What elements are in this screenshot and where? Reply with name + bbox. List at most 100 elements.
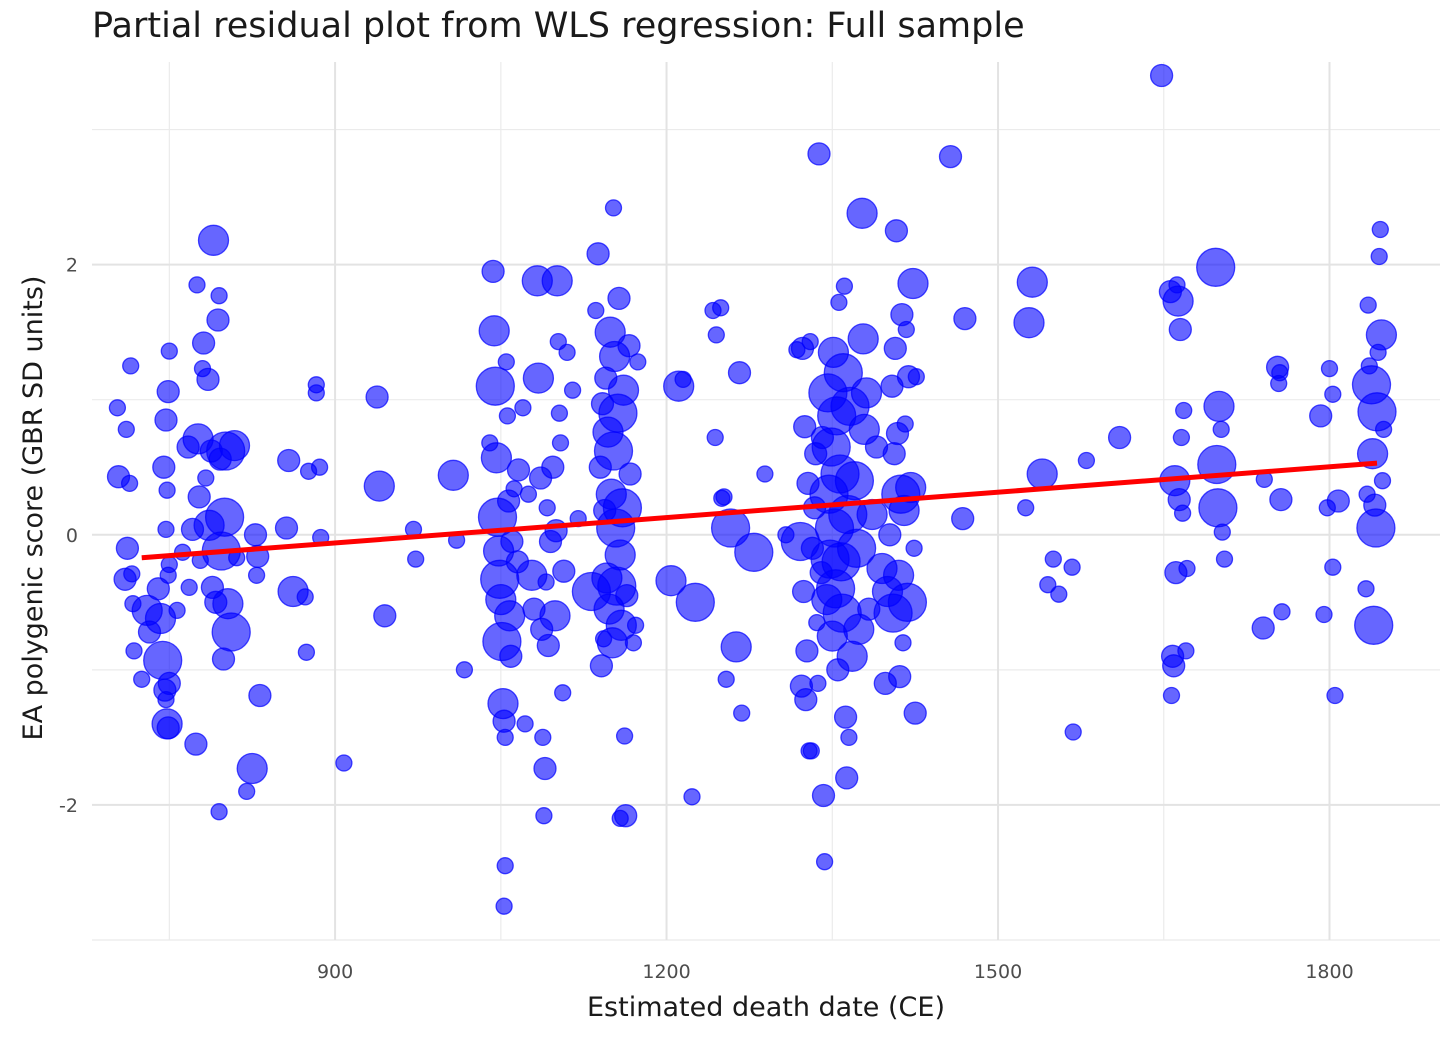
data-point	[1374, 420, 1393, 439]
data-point	[733, 704, 751, 722]
data-point	[143, 640, 183, 681]
data-point	[830, 293, 848, 312]
data-point	[801, 332, 819, 351]
data-point	[152, 455, 176, 479]
data-point	[505, 480, 523, 498]
data-point	[554, 684, 572, 702]
data-point	[535, 807, 553, 825]
data-point	[674, 370, 692, 389]
data-point	[884, 219, 909, 243]
data-point	[675, 582, 715, 622]
data-point	[618, 462, 642, 486]
y-tick-label: 2	[66, 255, 78, 277]
data-point	[197, 224, 230, 256]
data-point	[888, 664, 912, 689]
data-point	[953, 306, 977, 331]
data-point	[157, 520, 175, 539]
data-point	[563, 381, 582, 399]
data-point	[624, 634, 643, 652]
data-point	[297, 643, 316, 661]
data-point	[1213, 523, 1231, 541]
data-point	[835, 277, 854, 295]
data-point	[1162, 686, 1181, 705]
data-point	[538, 499, 556, 517]
data-point	[1370, 247, 1388, 266]
data-point	[1320, 359, 1339, 378]
data-point	[157, 671, 181, 696]
data-point	[478, 315, 510, 347]
data-point	[807, 142, 831, 166]
data-point	[1309, 404, 1333, 428]
data-point	[274, 516, 299, 540]
y-axis-ticks: -2 0 2	[59, 255, 78, 817]
data-point	[1178, 559, 1196, 578]
data-point	[197, 469, 215, 487]
data-point	[211, 612, 251, 652]
data-point	[887, 582, 928, 622]
data-point	[496, 857, 514, 875]
data-point	[296, 588, 314, 606]
data-point	[878, 523, 902, 547]
data-point	[533, 756, 557, 781]
data-point	[1356, 438, 1389, 470]
data-point	[180, 578, 198, 597]
data-point	[120, 474, 139, 493]
data-point	[516, 715, 534, 733]
data-point	[617, 334, 641, 358]
data-point	[500, 529, 524, 554]
data-point	[310, 458, 329, 476]
data-point	[1016, 266, 1048, 298]
data-point	[897, 267, 929, 300]
data-point	[1324, 558, 1342, 576]
data-point	[437, 459, 469, 491]
data-point	[615, 583, 639, 608]
data-point	[802, 742, 820, 760]
data-point	[158, 481, 176, 499]
data-point	[712, 299, 730, 317]
data-point	[734, 532, 774, 572]
data-point	[883, 336, 907, 361]
data-point	[626, 616, 645, 634]
data-point	[363, 470, 395, 502]
data-point	[756, 465, 774, 483]
data-point	[248, 683, 272, 708]
data-point	[519, 485, 538, 503]
data-point	[1212, 420, 1230, 439]
data-point	[481, 259, 505, 284]
data-point	[541, 455, 565, 479]
data-point	[154, 408, 178, 432]
data-point	[1172, 428, 1191, 447]
data-point	[1077, 451, 1096, 470]
data-point	[1162, 654, 1186, 678]
data-point	[1149, 63, 1174, 88]
x-tick-label: 1800	[1305, 961, 1353, 983]
data-point	[1044, 550, 1062, 568]
data-point	[335, 754, 353, 772]
data-point	[1198, 488, 1238, 528]
data-point	[809, 674, 827, 693]
data-point	[706, 428, 724, 447]
data-point	[611, 809, 629, 828]
data-point	[882, 442, 906, 466]
data-point	[218, 429, 251, 462]
data-point	[133, 670, 151, 688]
x-axis-title: Estimated death date (CE)	[587, 992, 945, 1023]
data-point	[536, 633, 560, 658]
data-point	[204, 497, 245, 537]
data-point	[710, 508, 751, 548]
data-point	[604, 539, 636, 571]
data-point	[534, 728, 552, 747]
data-point	[1196, 247, 1236, 287]
data-point	[156, 716, 180, 740]
data-point	[551, 434, 570, 452]
data-point	[715, 488, 733, 506]
data-point	[115, 536, 140, 560]
data-point	[1203, 390, 1235, 423]
data-point	[495, 897, 513, 915]
data-point	[550, 404, 569, 422]
regression-line-group	[141, 460, 1378, 561]
data-point	[840, 728, 858, 747]
data-point	[210, 287, 228, 305]
data-point	[206, 308, 230, 332]
